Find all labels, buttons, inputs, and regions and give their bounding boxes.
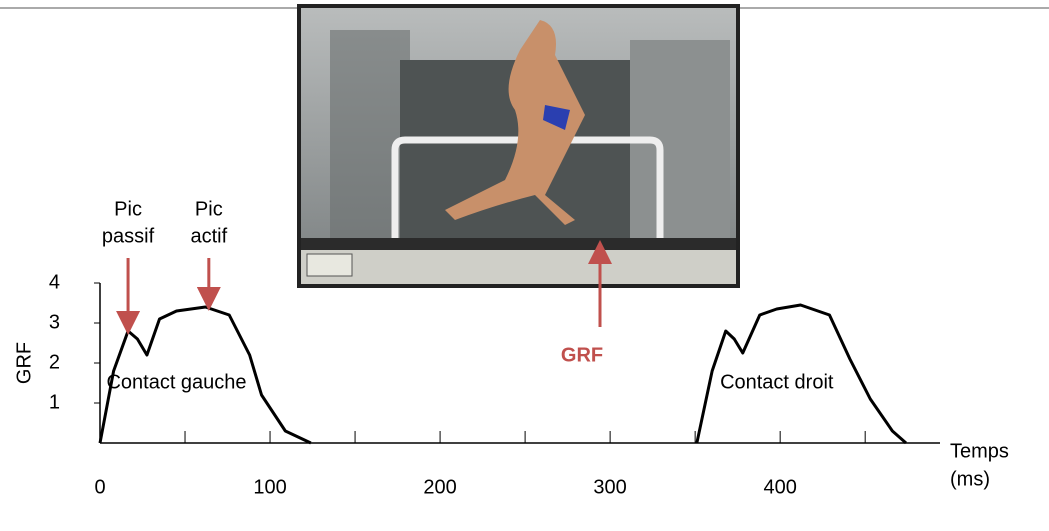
x-axis-label-unit: (ms) [950,468,990,490]
x-tick-label: 200 [423,476,456,498]
photo [297,4,740,288]
x-tick-label: 400 [763,476,796,498]
y-tick-label: 1 [49,391,60,413]
contact-label: Contact gauche [106,371,246,393]
x-tick-label: 300 [593,476,626,498]
x-axis-label: Temps [950,440,1009,462]
y-tick-label: 3 [49,311,60,333]
y-axis-label: GRF [13,342,35,384]
annotation-label: actif [190,225,227,247]
contact-label: Contact droit [720,371,834,393]
y-tick-label: 2 [49,351,60,373]
annotation-label: Pic [114,198,142,220]
photo-label: GRF [561,344,603,366]
x-tick-label: 0 [94,476,105,498]
annotation-label: Pic [195,198,223,220]
annotation-label: passif [102,225,155,247]
grf-curve [695,303,907,445]
y-tick-label: 4 [49,271,60,293]
x-tick-label: 100 [253,476,286,498]
